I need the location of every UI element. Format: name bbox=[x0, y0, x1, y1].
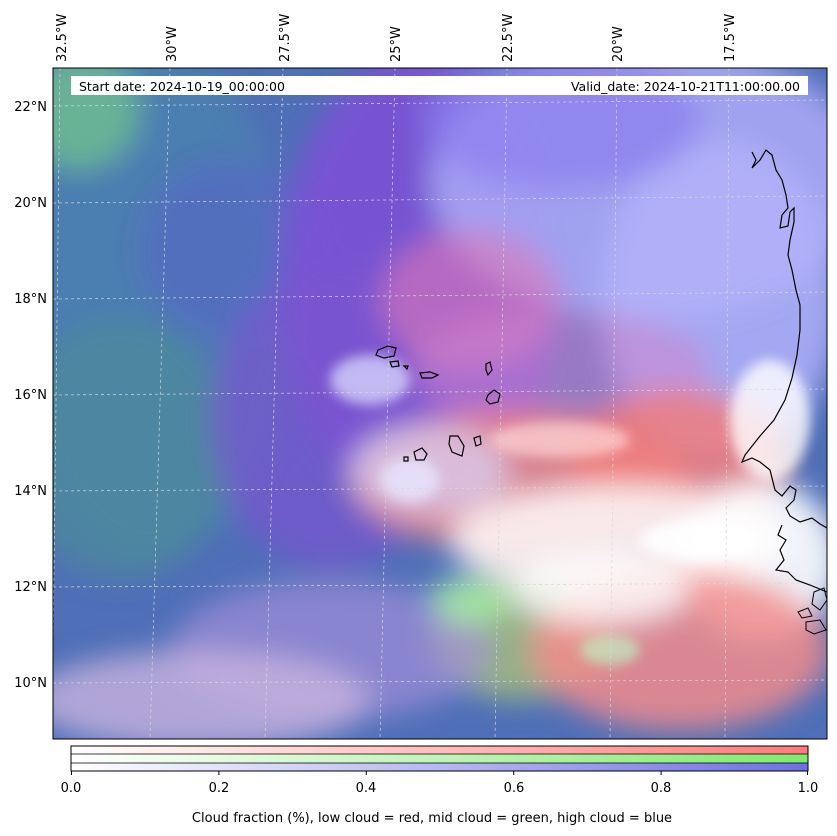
lon-label-32-5w: 32.5°W bbox=[55, 14, 70, 62]
lon-label-27-5w: 27.5°W bbox=[278, 14, 293, 62]
date-header-box bbox=[71, 76, 808, 95]
colorbar-high-cloud bbox=[71, 763, 808, 771]
lat-label-12n: 12°N bbox=[14, 580, 47, 595]
latitude-labels: 22°N 20°N 18°N 16°N 14°N 12°N 10°N bbox=[14, 100, 47, 691]
lon-label-22-5w: 22.5°W bbox=[501, 14, 516, 62]
africa-coastline-south bbox=[774, 524, 827, 593]
start-date-label: Start date: 2024-10-19_00:00:00 bbox=[79, 79, 285, 94]
map-frame bbox=[52, 67, 828, 740]
africa-coastline bbox=[740, 149, 827, 529]
lon-label-20w: 20°W bbox=[611, 26, 626, 62]
colorbar-caption: Cloud fraction (%), low cloud = red, mid… bbox=[192, 811, 672, 826]
lat-label-18n: 18°N bbox=[14, 292, 47, 307]
lon-label-25w: 25°W bbox=[389, 26, 404, 62]
lat-label-16n: 16°N bbox=[14, 388, 47, 403]
colorbar-tick-1: 0.2 bbox=[209, 781, 230, 796]
colorbar-low-cloud bbox=[71, 746, 808, 754]
colorbar-tick-2: 0.4 bbox=[356, 781, 377, 796]
lat-label-20n: 20°N bbox=[14, 196, 47, 211]
colorbar-frame bbox=[70, 745, 809, 772]
colorbar-tick-5: 1.0 bbox=[798, 781, 819, 796]
colorbar-tick-0: 0.0 bbox=[61, 781, 82, 796]
colorbar-mid-cloud bbox=[71, 754, 808, 763]
longitude-labels: 32.5°W 30°W 27.5°W 25°W 22.5°W 20°W 17.5… bbox=[55, 14, 738, 62]
map-panel bbox=[53, 68, 827, 739]
cloud-field bbox=[53, 68, 827, 739]
lat-label-22n: 22°N bbox=[14, 100, 47, 115]
lon-label-30w: 30°W bbox=[165, 26, 180, 62]
guinea-islands bbox=[797, 587, 827, 635]
valid-date-label: Valid_date: 2024-10-21T11:00:00.00 bbox=[571, 79, 800, 94]
colorbar: 0.0 0.2 0.4 0.6 0.8 1.0 Cloud fraction (… bbox=[61, 745, 819, 826]
colorbar-tick-3: 0.6 bbox=[504, 781, 525, 796]
lat-label-10n: 10°N bbox=[14, 676, 47, 691]
lon-label-17-5w: 17.5°W bbox=[723, 14, 738, 62]
cape-verde-islands bbox=[375, 345, 501, 462]
lat-label-14n: 14°N bbox=[14, 484, 47, 499]
colorbar-tick-4: 0.8 bbox=[651, 781, 672, 796]
